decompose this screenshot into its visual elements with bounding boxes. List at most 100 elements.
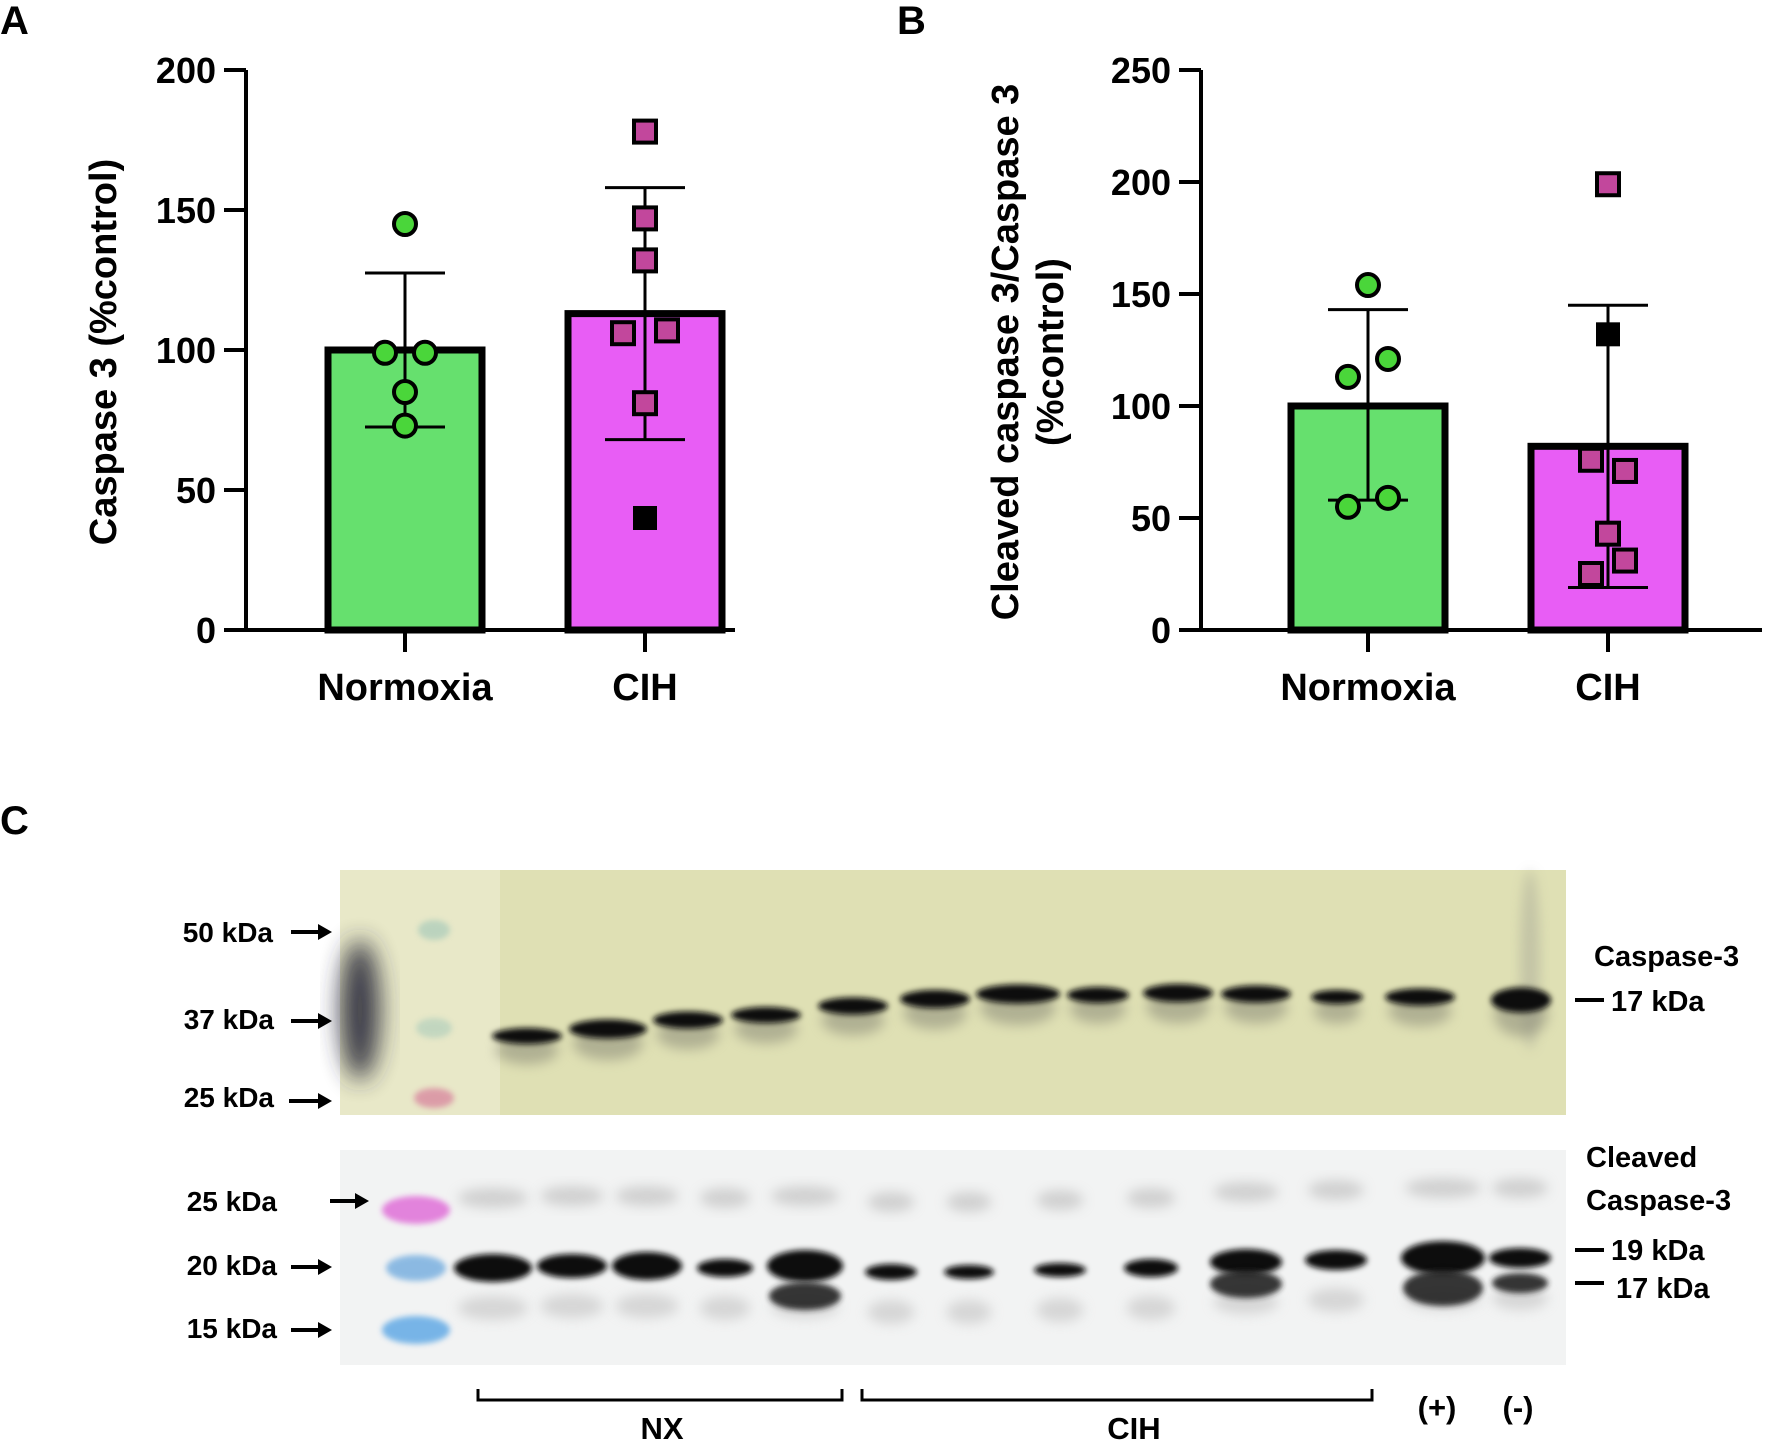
panel-b-letter: B — [897, 0, 926, 43]
caspase3-band — [1067, 987, 1129, 1003]
chart-b: Cleaved caspase 3/Caspase 3 (%control) 0… — [985, 50, 1762, 709]
cleaved-band — [454, 1254, 532, 1282]
cleaved-band-faint — [1036, 1190, 1084, 1210]
chart-a-point-cih — [632, 247, 658, 274]
chart-b-ytick-label: 0 — [1151, 610, 1171, 651]
chart-b-point-cih — [1578, 446, 1604, 473]
chart-b-point-normoxia — [1335, 363, 1361, 390]
caspase3-band — [1143, 984, 1213, 1002]
cleaved-band-faint — [946, 1300, 992, 1324]
cleaved-band — [537, 1254, 607, 1278]
negative-control-label: (-) — [1503, 1390, 1534, 1425]
cleaved-band — [697, 1259, 753, 1277]
panel-c: C 50 kDa 37 kDa 25 kDa C — [0, 799, 1739, 1441]
caspase3-band — [1385, 988, 1455, 1006]
caspase3-band-shadow — [1313, 998, 1361, 1024]
cleaved-band-17kda — [769, 1282, 841, 1310]
chart-a-ytick-label: 150 — [156, 190, 216, 231]
cleaved-band-faint — [1213, 1182, 1279, 1202]
cleaved-band — [1034, 1263, 1086, 1277]
cleaved-band — [1305, 1250, 1367, 1270]
top-blot-name: Caspase-3 — [1594, 941, 1739, 973]
cleaved-band — [1124, 1259, 1178, 1277]
caspase3-blot-image — [340, 870, 1566, 1115]
cleaved-band-faint — [1036, 1298, 1084, 1322]
cleaved-band-faint — [946, 1192, 992, 1212]
positive-control-label: (+) — [1418, 1390, 1457, 1425]
cleaved-band-faint — [615, 1186, 679, 1206]
bottom-marker-20: 20 kDa — [187, 1250, 278, 1281]
chart-a-point-cih — [632, 205, 658, 232]
cleaved-band-17kda — [1210, 1270, 1282, 1298]
chart-a-point-normoxia — [392, 412, 418, 439]
cleaved-band-faint — [457, 1188, 529, 1208]
chart-a-point-cih — [654, 317, 680, 344]
chart-b-ytick-label: 100 — [1111, 386, 1171, 427]
bottom-blot-name-line2: Caspase-3 — [1586, 1185, 1731, 1217]
chart-b-point-normoxia — [1375, 345, 1401, 372]
chart-b-point-cih-outlier — [1596, 322, 1620, 347]
top-marker-25: 25 kDa — [184, 1082, 275, 1113]
chart-b-category-label: Normoxia — [1280, 667, 1456, 709]
cleaved-band-faint — [770, 1186, 840, 1206]
cleaved-band — [1210, 1249, 1282, 1275]
caspase3-band — [1221, 985, 1291, 1003]
top-marker-50: 50 kDa — [183, 917, 274, 948]
chart-b-point-normoxia — [1355, 272, 1381, 299]
chart-a-point-normoxia — [392, 379, 418, 405]
chart-b-point-cih — [1612, 547, 1638, 574]
chart-b-point-normoxia — [1335, 493, 1361, 520]
bottom-band-label-17: 17 kDa — [1616, 1273, 1710, 1305]
chart-a-ytick-label: 50 — [176, 470, 216, 511]
cleaved-band-faint — [1308, 1288, 1364, 1312]
caspase3-band — [569, 1019, 647, 1039]
chart-b-ytick-label: 200 — [1111, 162, 1171, 203]
bottom-marker-arrows — [291, 1193, 369, 1338]
chart-a-point-normoxia — [412, 339, 438, 366]
caspase3-band — [1311, 990, 1363, 1004]
bottom-marker-25: 25 kDa — [187, 1186, 278, 1217]
bottom-marker-15: 15 kDa — [187, 1313, 278, 1344]
cleaved-band — [612, 1252, 682, 1280]
chart-b-point-cih — [1578, 561, 1604, 587]
chart-a: Caspase 3 (%control) 0 50 100 150 200 Normoxi… — [83, 50, 735, 709]
caspase3-band — [976, 984, 1060, 1004]
chart-a-ytick-label: 0 — [196, 610, 216, 651]
chart-a-point-normoxia — [392, 211, 418, 237]
cleaved-band-faint — [699, 1296, 751, 1320]
caspase3-band — [818, 997, 888, 1015]
cleaved-band-faint — [540, 1294, 604, 1318]
cleaved-band-faint — [1492, 1178, 1548, 1198]
chart-b-ytick-label: 50 — [1131, 498, 1171, 539]
cleaved-band-faint — [1126, 1296, 1176, 1320]
cleaved-band — [767, 1250, 843, 1282]
chart-b-ytick-label: 250 — [1111, 50, 1171, 91]
cleaved-caspase3-blot-image — [340, 1150, 1566, 1365]
cleaved-band-faint — [1405, 1178, 1481, 1198]
chart-b-category-label: CIH — [1575, 667, 1640, 709]
cleaved-band-faint — [1308, 1180, 1364, 1200]
panel-a: A Caspase 3 (%control) 0 50 100 150 200 Normo… — [0, 0, 735, 709]
top-marker-arrows — [289, 924, 332, 1109]
chart-a-category-label: CIH — [612, 667, 677, 709]
cleaved-band — [865, 1264, 917, 1280]
cleaved-band-faint — [1126, 1188, 1176, 1208]
chart-a-point-cih-outlier — [633, 506, 657, 530]
cleaved-band-faint — [699, 1188, 751, 1208]
cih-label: CIH — [1107, 1411, 1160, 1441]
chart-b-ylabel-line1: Cleaved caspase 3/Caspase 3 — [985, 84, 1027, 621]
cleaved-band-faint — [1492, 1286, 1548, 1310]
chart-a-point-cih — [632, 118, 658, 145]
caspase3-band — [731, 1007, 801, 1023]
chart-a-ytick-label: 100 — [156, 330, 216, 371]
panel-a-letter: A — [0, 0, 29, 43]
chart-b-ylabel-line2: (%control) — [1030, 258, 1072, 446]
top-marker-37: 37 kDa — [184, 1004, 275, 1035]
cleaved-band — [1401, 1241, 1485, 1275]
chart-a-ytick-label: 200 — [156, 50, 216, 91]
panel-c-letter: C — [0, 799, 29, 843]
caspase3-band — [1491, 987, 1551, 1013]
chart-b-point-cih — [1595, 171, 1621, 198]
caspase3-band — [492, 1028, 562, 1044]
caspase3-band — [900, 990, 970, 1008]
